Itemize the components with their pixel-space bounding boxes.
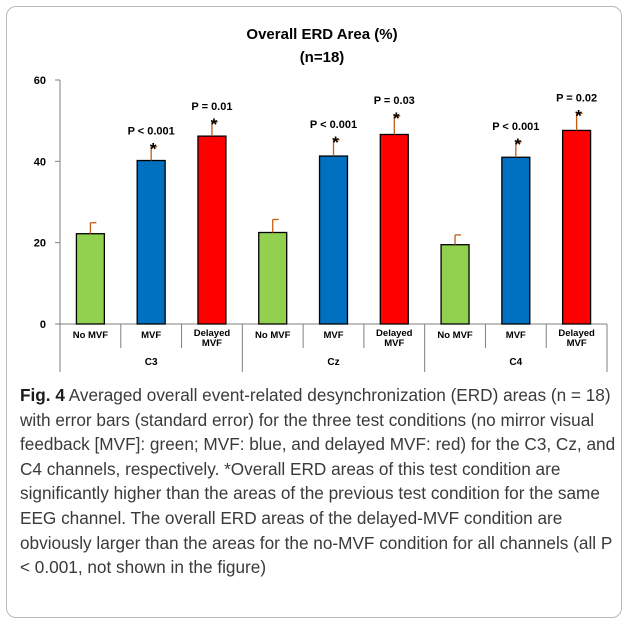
significance-star: *: [211, 115, 218, 134]
p-value-label: P = 0.01: [191, 101, 232, 113]
significance-star: *: [515, 135, 522, 154]
p-value-label: P = 0.02: [556, 92, 597, 104]
significance-star: *: [332, 133, 339, 152]
bar: [379, 133, 409, 325]
group-label: Cz: [327, 357, 339, 368]
category-label: No MVF: [437, 330, 473, 341]
bar: [136, 159, 166, 325]
figure-label: Fig. 4: [20, 385, 65, 405]
y-tick-label: 40: [34, 156, 46, 168]
caption-text: Averaged overall event-related desynchro…: [20, 385, 616, 578]
category-label: No MVF: [73, 330, 109, 341]
bar: [561, 129, 592, 325]
chart-title: Overall ERD Area (%): [246, 26, 397, 43]
p-value-label: P = 0.03: [374, 95, 415, 107]
significance-star: *: [150, 140, 157, 159]
category-label: Delayed MVF: [558, 328, 595, 349]
p-value-label: P < 0.001: [310, 119, 357, 131]
y-tick-label: 20: [34, 238, 46, 250]
category-label: MVF: [506, 330, 526, 341]
category-label: MVF: [141, 330, 161, 341]
p-value-label: P < 0.001: [492, 121, 539, 133]
significance-star: *: [393, 109, 400, 128]
category-label: Delayed MVF: [376, 328, 413, 349]
chart-subtitle: (n=18): [300, 49, 345, 66]
group-label: C3: [145, 357, 158, 368]
y-tick-label: 60: [34, 75, 46, 87]
group-label: C4: [509, 357, 522, 368]
significance-star: *: [575, 106, 582, 125]
bar: [318, 155, 349, 325]
figure-caption: Fig. 4 Averaged overall event-related de…: [20, 383, 616, 580]
bar-chart: Overall ERD Area (%) (n=18) 0 20 40 60 No MV…: [34, 26, 608, 372]
y-tick-label: 0: [40, 319, 46, 331]
bar: [197, 135, 227, 325]
category-label: No MVF: [255, 330, 291, 341]
category-label: MVF: [323, 330, 343, 341]
category-label: Delayed MVF: [194, 328, 231, 349]
bar: [258, 231, 288, 325]
bar: [75, 233, 106, 325]
bar: [501, 156, 531, 325]
p-value-label: P < 0.001: [128, 126, 175, 138]
bar: [440, 244, 470, 325]
